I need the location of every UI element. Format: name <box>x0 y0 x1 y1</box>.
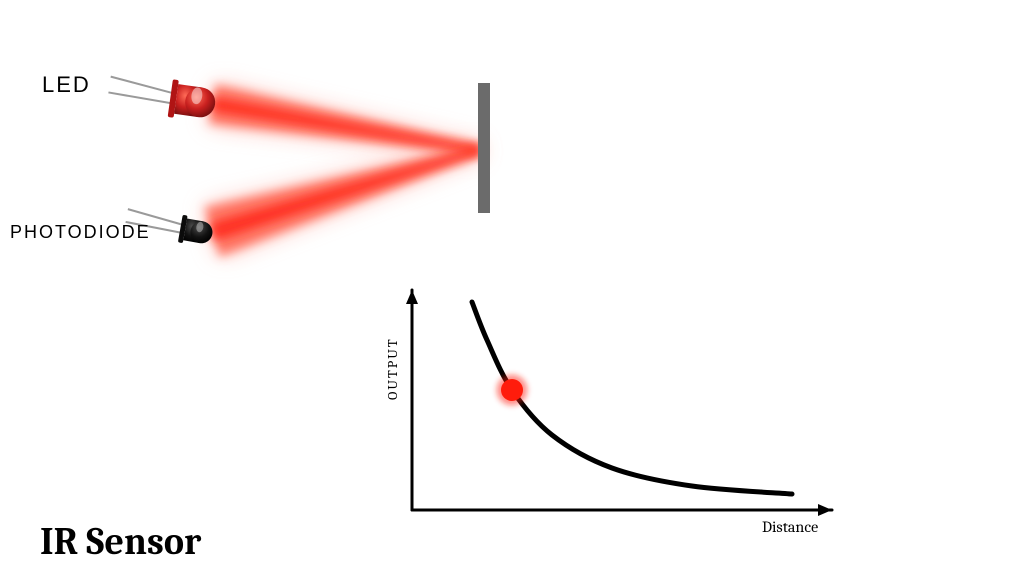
diagram-root: LED PHOTODIODE Distance OUTPUT IR Sensor <box>0 0 1024 576</box>
chart-y-axis-label: OUTPUT <box>384 337 401 400</box>
chart-x-axis-label: Distance <box>762 518 818 536</box>
output-vs-distance-chart <box>0 0 1024 576</box>
diagram-title: IR Sensor <box>40 520 201 564</box>
